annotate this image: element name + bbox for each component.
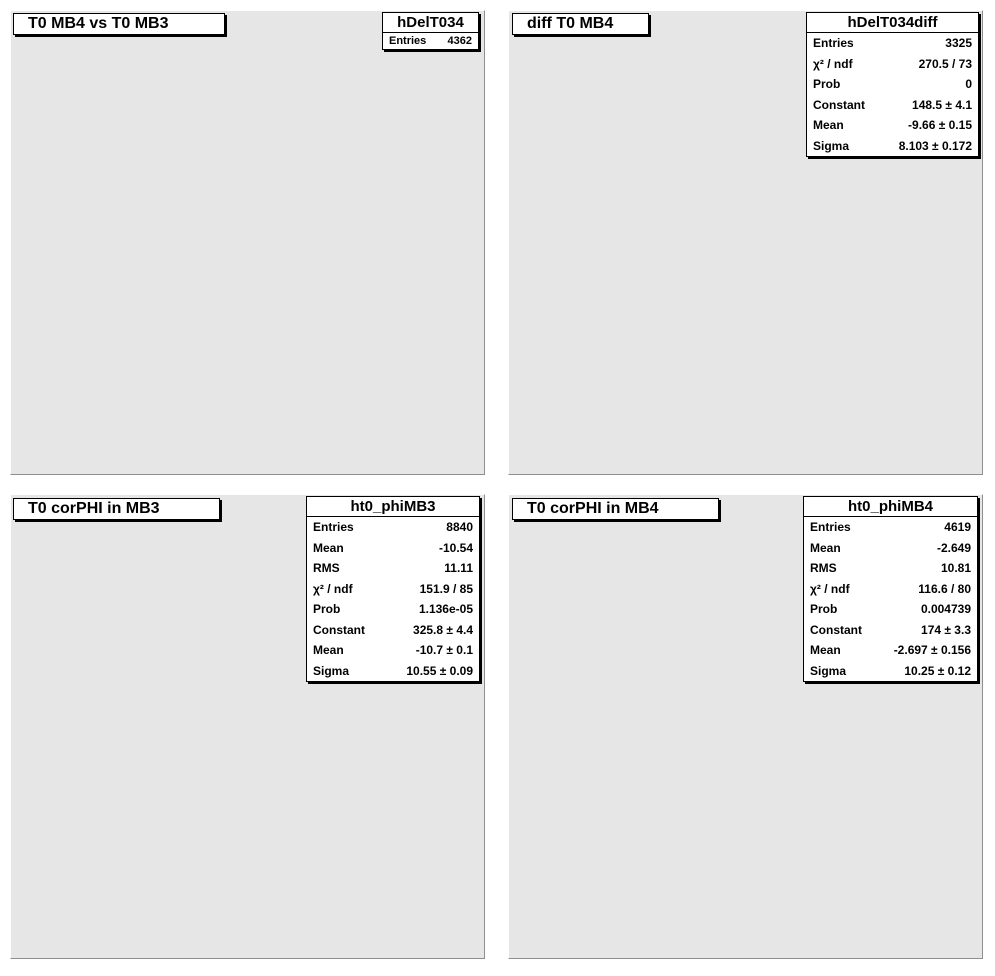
stats-value: -9.66 ± 0.15 [908,115,972,136]
stats-value: 1.136e-05 [419,599,473,620]
stats-row: χ² / ndf 151.9 / 85 [307,579,479,600]
stats-title: ht0_phiMB3 [307,497,479,517]
stats-row: Sigma 10.55 ± 0.09 [307,661,479,682]
stats-value: 11.11 [444,558,473,579]
stats-title: ht0_phiMB4 [804,497,977,517]
stats-row: Mean -9.66 ± 0.15 [807,115,978,136]
stats-value: 8840 [446,517,473,538]
stats-value: 148.5 ± 4.1 [912,95,972,116]
stats-key: Prob [313,599,340,620]
stats-row: Prob 0 [807,74,978,95]
stats-key: Sigma [813,136,849,157]
stats-key: χ² / ndf [313,579,353,600]
stats-key: Entries [389,33,426,49]
chart-title: diff T0 MB4 [512,13,649,35]
chart-title: T0 corPHI in MB3 [13,498,220,520]
stats-value: 325.8 ± 4.4 [413,620,473,641]
stats-value: 3325 [945,33,972,54]
stats-value: -2.649 [937,538,971,559]
stats-value: 270.5 / 73 [919,54,972,75]
stats-title: hDelT034 [383,13,478,33]
stats-value: 8.103 ± 0.172 [899,136,972,157]
stats-key: Entries [813,33,854,54]
stats-row: Entries 3325 [807,33,978,54]
stats-value: 10.81 [941,558,971,579]
stats-key: Mean [313,538,344,559]
stats-row: Mean -10.54 [307,538,479,559]
stats-key: Prob [813,74,840,95]
stats-key: Entries [810,517,851,538]
stats-row: Sigma 8.103 ± 0.172 [807,136,978,157]
stats-key: RMS [810,558,837,579]
stats-row: Constant 325.8 ± 4.4 [307,620,479,641]
chart-title: T0 corPHI in MB4 [512,498,719,520]
stats-row: Mean -2.649 [804,538,977,559]
stats-key: RMS [313,558,340,579]
stats-row: RMS 11.11 [307,558,479,579]
stats-row: Constant 148.5 ± 4.1 [807,95,978,116]
stats-row: χ² / ndf 270.5 / 73 [807,54,978,75]
stats-row: Mean -10.7 ± 0.1 [307,640,479,661]
stats-value: 4362 [448,33,472,49]
stats-value: 10.55 ± 0.09 [406,661,473,682]
stats-key: Mean [313,640,344,661]
stats-value: 0 [965,74,972,95]
stats-value: -10.54 [439,538,473,559]
stats-row: RMS 10.81 [804,558,977,579]
stats-title: hDelT034diff [807,13,978,33]
stats-key: Sigma [313,661,349,682]
stats-key: χ² / ndf [813,54,853,75]
stats-key: Mean [810,538,841,559]
stats-key: Entries [313,517,354,538]
stats-value: -10.7 ± 0.1 [416,640,473,661]
stats-value: 151.9 / 85 [420,579,473,600]
chart-title: T0 MB4 vs T0 MB3 [13,13,225,35]
stats-row: Entries 4619 [804,517,977,538]
stats-row: Entries 4362 [383,33,478,49]
stats-value: 4619 [944,517,971,538]
stats-row: Entries 8840 [307,517,479,538]
stats-key: Constant [313,620,365,641]
stats-key: Constant [813,95,865,116]
stats-row: Prob 1.136e-05 [307,599,479,620]
pad-tl [10,10,485,475]
stats-key: Mean [813,115,844,136]
